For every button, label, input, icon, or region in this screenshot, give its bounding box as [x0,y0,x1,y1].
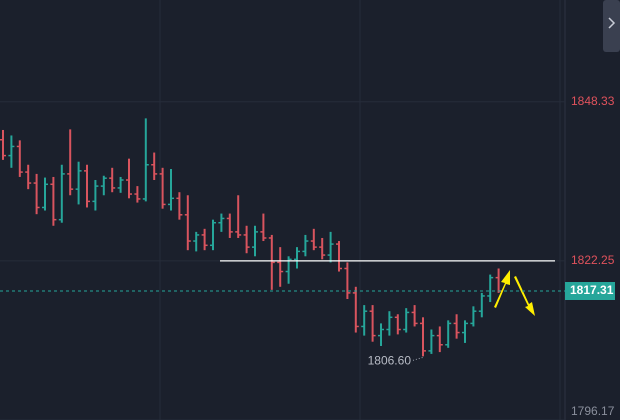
last-price-label: 1817.31 [570,283,614,297]
bars [0,101,565,420]
low-label: 1806.60 [368,354,412,368]
chevron-icon[interactable] [608,17,616,29]
arrow-down[interactable] [514,276,535,316]
y-tick-label: 1796.17 [571,404,615,418]
y-tick-label: 1822.25 [571,253,615,267]
last-price-tag [565,282,615,301]
y-tick-label: 1848.33 [571,94,615,108]
arrow-up[interactable] [494,270,510,308]
